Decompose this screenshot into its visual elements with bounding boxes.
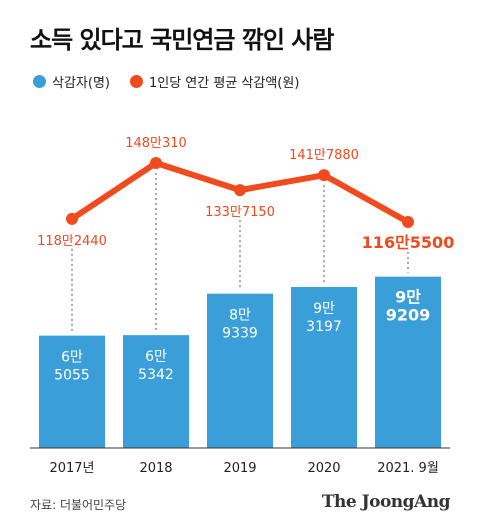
line-value-label: 116만5500	[362, 233, 455, 252]
bar-value-label: 6만	[61, 350, 83, 366]
x-tick-label: 2021. 9월	[377, 461, 439, 476]
bar-value-label: 6만	[145, 349, 167, 365]
line-value-label: 133만7150	[205, 205, 275, 220]
bar-value-label: 5342	[138, 367, 174, 383]
bar-value-label: 8만	[229, 308, 251, 324]
x-tick-label: 2019	[223, 461, 256, 476]
bar-value-label: 3197	[306, 319, 342, 335]
x-tick-label: 2017년	[49, 461, 94, 476]
bar-value-label: 9만	[313, 301, 335, 317]
line-value-label: 148만310	[125, 136, 187, 151]
line-point	[150, 157, 162, 169]
legend: 삭감자(명) 1인당 연간 평균 삭감액(원)	[33, 72, 319, 91]
line-point	[234, 184, 246, 197]
bar-value-label: 9339	[222, 326, 258, 342]
line-value-label: 141만7880	[289, 148, 359, 163]
bar	[207, 293, 273, 448]
source-note: 자료: 더불어민주당	[30, 498, 127, 512]
bar	[375, 276, 441, 448]
x-tick-label: 2018	[139, 461, 172, 476]
legend-label-bar: 삭감자(명)	[52, 76, 110, 91]
bar-value-label: 5055	[54, 368, 90, 384]
bar-value-label: 9209	[386, 306, 431, 325]
bar	[291, 287, 357, 448]
bar	[123, 335, 189, 448]
x-tick-label: 2020	[307, 461, 340, 476]
chart-title: 소득 있다고 국민연금 깎인 사람	[30, 26, 334, 54]
bar-value-label: 9만	[395, 288, 421, 307]
brand-logo: The JoongAng	[321, 492, 451, 512]
line-value-label: 118만2440	[37, 234, 107, 249]
line-point	[66, 212, 78, 225]
legend-label-line: 1인당 연간 평균 삭감액(원)	[148, 76, 300, 91]
legend-marker-bar	[33, 75, 46, 88]
line-point	[402, 216, 414, 228]
bar	[39, 335, 105, 448]
legend-item-average-deduction: 1인당 연간 평균 삭감액(원)	[129, 72, 300, 91]
line-point	[318, 169, 330, 182]
legend-marker-line	[129, 75, 143, 88]
legend-item-deducted-people: 삭감자(명)	[33, 72, 110, 91]
